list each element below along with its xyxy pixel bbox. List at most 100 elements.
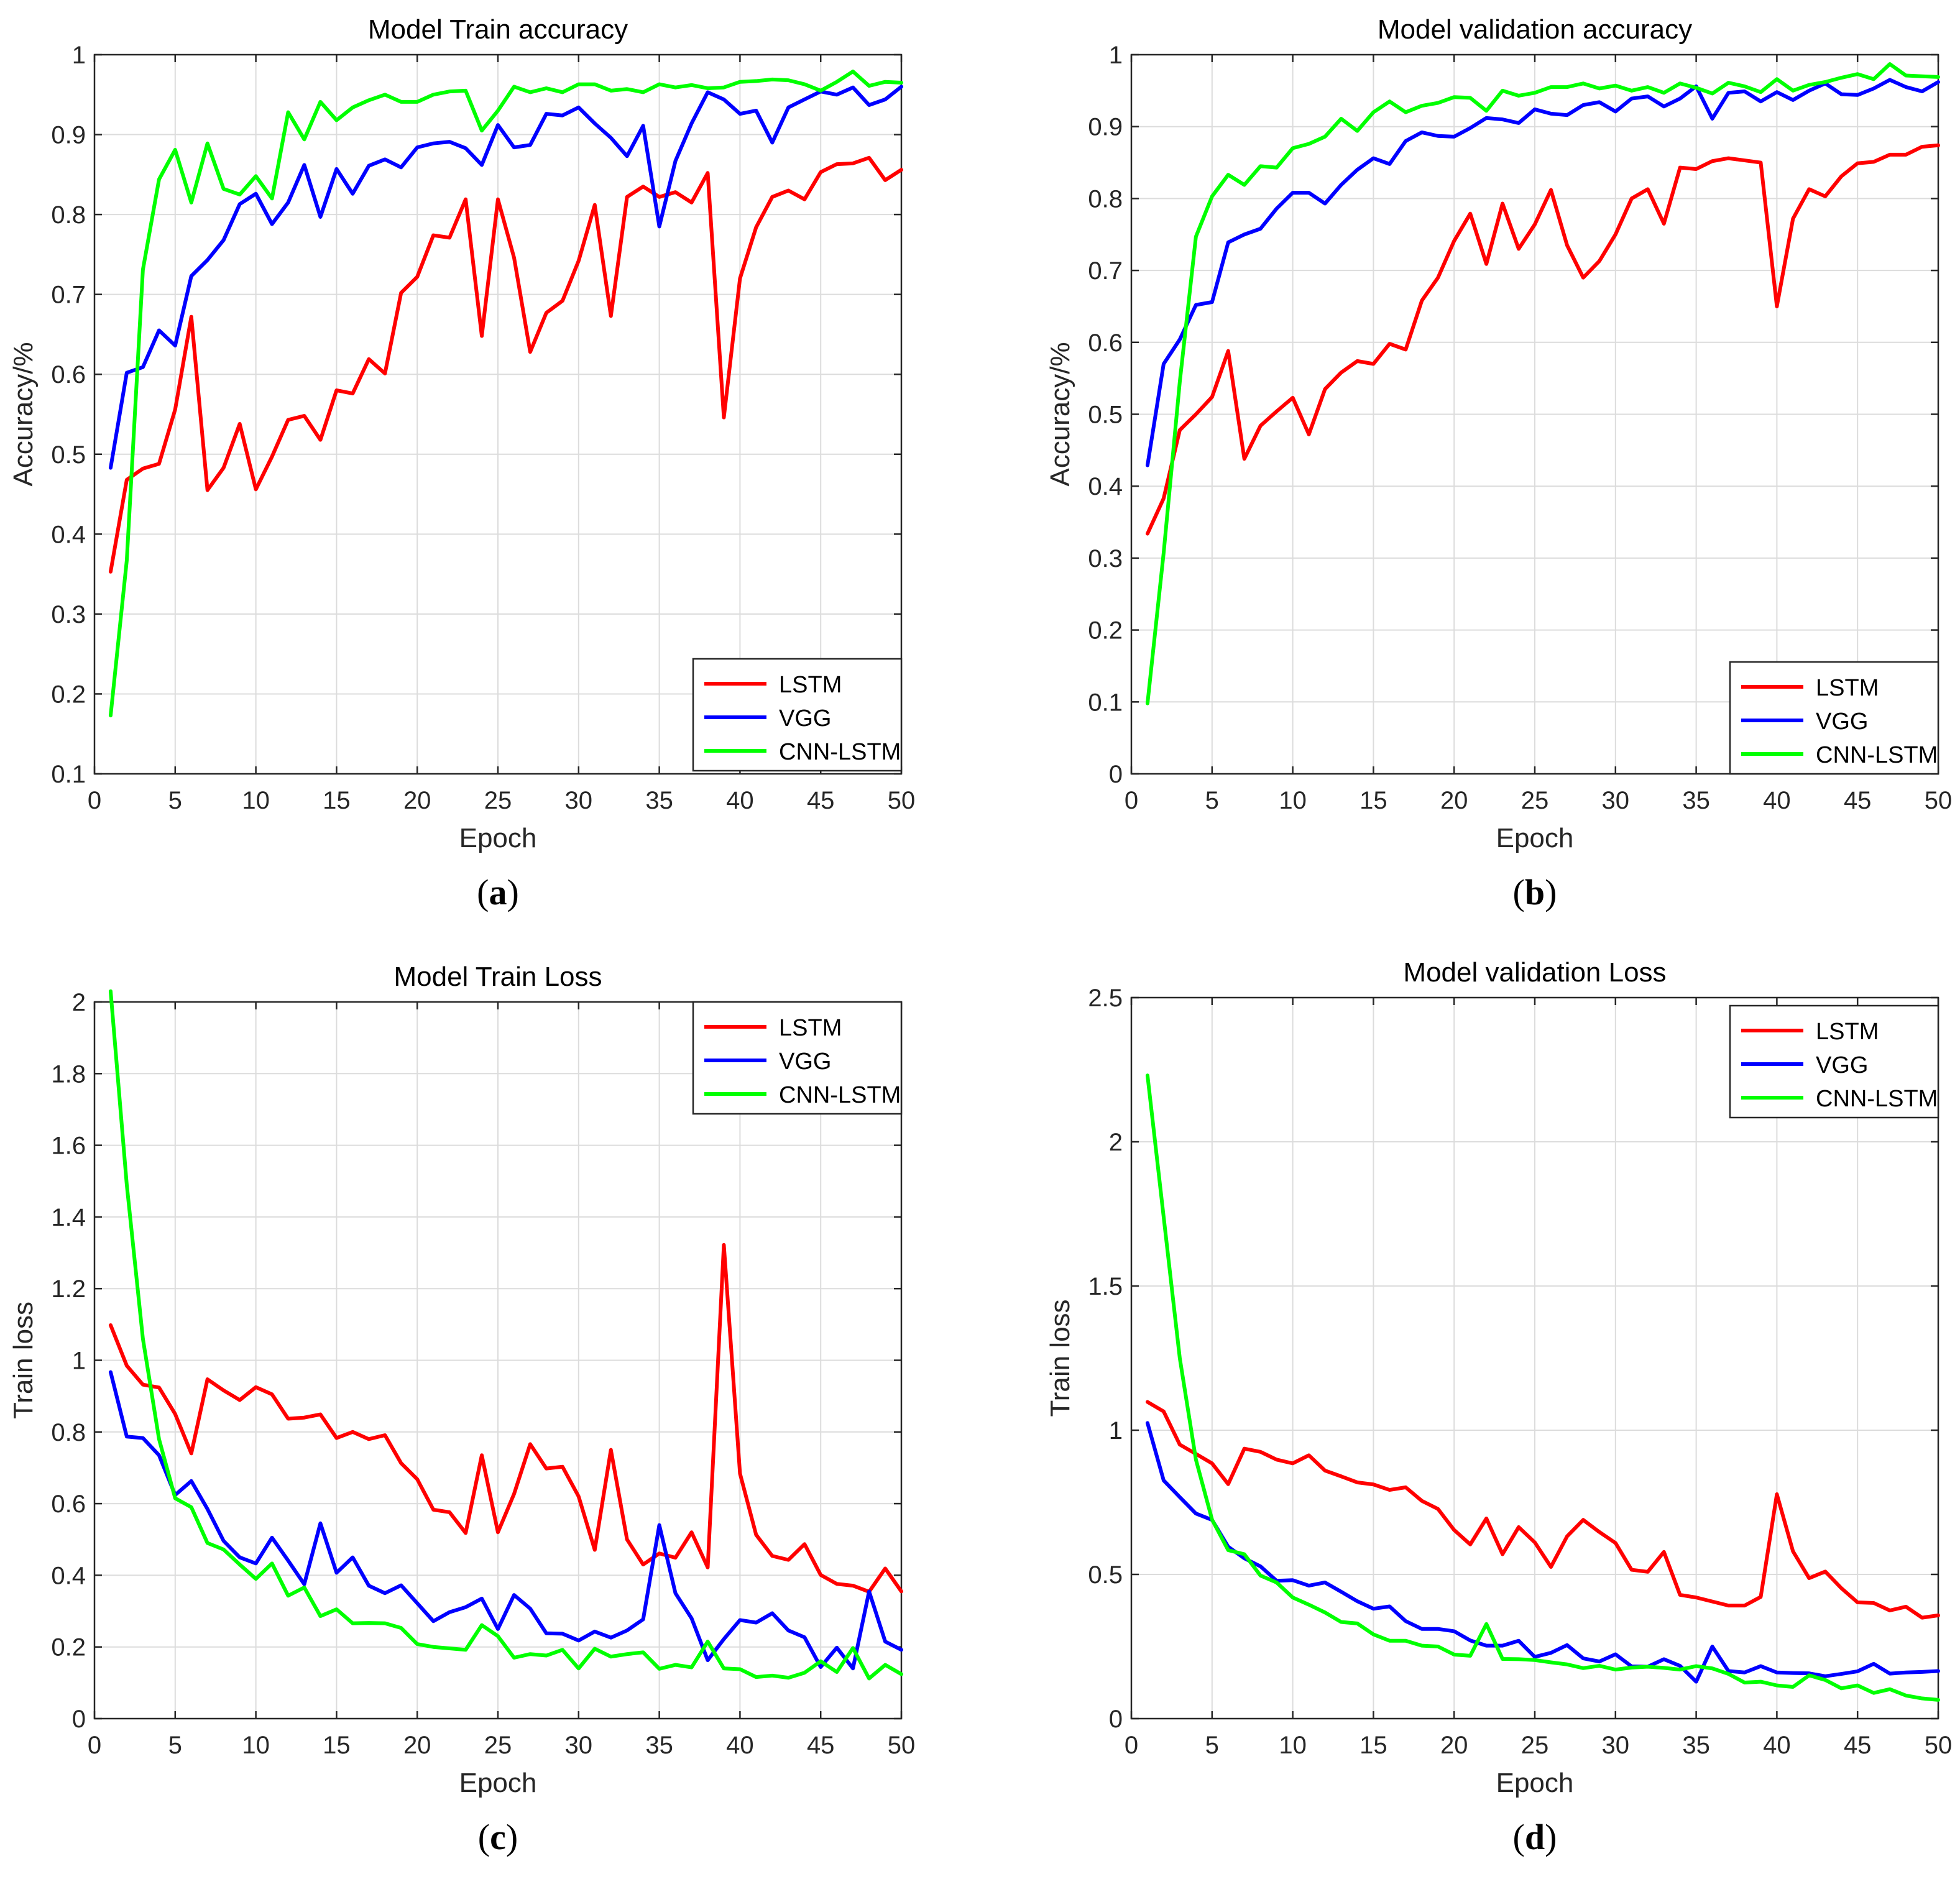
y-tick-label: 0.8 [51, 1419, 86, 1446]
y-tick-label: 0.9 [51, 122, 86, 149]
x-axis-label: Epoch [1496, 1768, 1574, 1798]
x-tick-label: 15 [1360, 787, 1387, 814]
x-tick-label: 35 [645, 1732, 673, 1759]
y-tick-label: 0.4 [1088, 473, 1123, 500]
series-line-cnn-lstm [108, 989, 903, 1681]
chart-title: Model validation Loss [1403, 957, 1666, 988]
x-tick-label: 40 [1763, 1732, 1791, 1759]
x-tick-label: 45 [807, 1732, 835, 1759]
x-tick-label: 5 [1205, 787, 1219, 814]
y-axis-label: Train loss [8, 1302, 39, 1419]
x-tick-label: 50 [888, 787, 916, 814]
x-tick-label: 30 [1602, 1732, 1630, 1759]
x-tick-label: 10 [1279, 1732, 1307, 1759]
x-axis-label: Epoch [1496, 823, 1574, 853]
y-tick-label: 2.5 [1088, 985, 1123, 1012]
legend-label: LSTM [1816, 675, 1879, 701]
y-tick-label: 1.2 [51, 1275, 86, 1303]
y-tick-label: 0.5 [1088, 402, 1123, 429]
y-tick-label: 0.6 [51, 1490, 86, 1518]
y-tick-label: 0.4 [51, 1562, 86, 1589]
x-tick-label: 5 [168, 787, 182, 814]
x-tick-label: 35 [1682, 787, 1710, 814]
x-tick-label: 40 [726, 787, 754, 814]
legend-label: VGG [779, 1049, 831, 1075]
x-tick-label: 10 [242, 787, 270, 814]
legend-label: VGG [779, 705, 831, 732]
x-axis-label: Epoch [459, 823, 537, 853]
x-tick-label: 45 [1844, 787, 1872, 814]
x-tick-label: 20 [1440, 1732, 1468, 1759]
y-tick-label: 0 [1109, 761, 1123, 788]
series-line-cnn-lstm [1145, 62, 1940, 705]
y-axis-label: Train loss [1045, 1299, 1075, 1417]
x-tick-label: 0 [1125, 787, 1138, 814]
legend-label: LSTM [779, 1015, 842, 1041]
x-tick-label: 45 [807, 787, 835, 814]
y-tick-label: 1 [1109, 1417, 1123, 1445]
series-line-vgg [108, 85, 903, 470]
x-tick-label: 0 [88, 1732, 101, 1759]
y-tick-label: 0.7 [1088, 257, 1123, 285]
y-tick-label: 0.5 [51, 441, 86, 469]
x-tick-label: 10 [242, 1732, 270, 1759]
y-tick-label: 0 [72, 1706, 86, 1733]
series-line-cnn-lstm [108, 69, 903, 718]
legend-label: CNN-LSTM [779, 1082, 901, 1108]
y-axis-label: Accuracy/% [1045, 342, 1075, 486]
y-tick-label: 0.8 [1088, 185, 1123, 213]
series-line-vgg [1145, 1421, 1940, 1684]
series-line-vgg [1145, 78, 1940, 467]
x-tick-label: 50 [888, 1732, 916, 1759]
x-tick-label: 40 [726, 1732, 754, 1759]
chart-panel-4: 0 5 10 15 20 25 30 35 40 45 50 0 0.5 1 1.5 2 2.5 Model va… [1045, 957, 1952, 1857]
series-line-lstm [108, 1242, 903, 1594]
y-tick-label: 2 [72, 989, 86, 1016]
y-tick-label: 0.2 [51, 681, 86, 708]
panel-label: (c) [478, 1817, 518, 1857]
y-tick-label: 0 [1109, 1706, 1123, 1733]
legend: LSTM VGG CNN-LSTM [1729, 1004, 1939, 1119]
y-tick-label: 0.3 [1088, 545, 1123, 572]
legend-label: CNN-LSTM [779, 739, 901, 765]
x-tick-label: 25 [484, 787, 512, 814]
x-tick-label: 20 [403, 1732, 431, 1759]
legend-label: LSTM [1816, 1019, 1879, 1045]
x-tick-label: 50 [1925, 787, 1953, 814]
x-tick-label: 25 [1521, 1732, 1549, 1759]
panel-label: (a) [477, 872, 519, 912]
x-tick-label: 5 [168, 1732, 182, 1759]
x-tick-label: 15 [1360, 1732, 1387, 1759]
legend-label: CNN-LSTM [1816, 1086, 1938, 1112]
x-tick-label: 45 [1844, 1732, 1872, 1759]
y-tick-label: 0.6 [51, 361, 86, 388]
y-tick-label: 0.7 [51, 282, 86, 309]
chart-panel-3: 0 5 10 15 20 25 30 35 40 45 50 0 0.2 0.4 0.6 0.8 1 1.2 1.4… [8, 962, 915, 1857]
y-tick-label: 1.6 [51, 1132, 86, 1160]
x-tick-label: 20 [1440, 787, 1468, 814]
x-tick-label: 30 [565, 787, 593, 814]
legend: LSTM VGG CNN-LSTM [692, 658, 903, 772]
y-tick-label: 1.8 [51, 1060, 86, 1088]
y-tick-label: 0.1 [51, 761, 86, 788]
y-tick-label: 1.4 [51, 1204, 86, 1231]
x-tick-label: 40 [1763, 787, 1791, 814]
y-tick-label: 0.2 [51, 1634, 86, 1661]
chart-panel-1: 0 5 10 15 20 25 30 35 40 45 50 0.1 0.2 0.3 0.4 0.5 0.6 0.… [8, 14, 915, 912]
y-tick-label: 0.5 [1088, 1561, 1123, 1589]
legend-label: VGG [1816, 1052, 1868, 1078]
x-tick-label: 25 [1521, 787, 1549, 814]
chart-title: Model Train Loss [393, 962, 602, 992]
legend-label: VGG [1816, 709, 1868, 735]
series-line-lstm [1145, 1400, 1940, 1620]
x-tick-label: 35 [1682, 1732, 1710, 1759]
x-tick-label: 50 [1925, 1732, 1953, 1759]
x-tick-label: 15 [323, 1732, 351, 1759]
y-tick-label: 0.4 [51, 521, 86, 548]
chart-title: Model validation accuracy [1378, 14, 1692, 45]
chart-panel-2: 0 5 10 15 20 25 30 35 40 45 50 0 0.1 0.2 0.3 0.4 0.5 0.6 0… [1045, 14, 1952, 912]
series-line-lstm [108, 155, 903, 574]
y-tick-label: 0.3 [51, 601, 86, 628]
y-axis-label: Accuracy/% [8, 342, 39, 486]
